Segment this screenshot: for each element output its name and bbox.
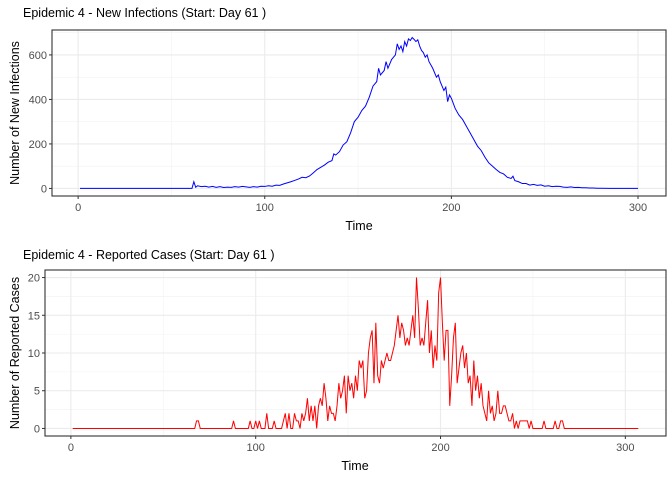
x-axis-label: Time <box>341 459 368 473</box>
y-tick-label: 0 <box>34 423 40 435</box>
chart-title: Epidemic 4 - Reported Cases (Start: Day … <box>23 248 275 262</box>
x-tick-label: 300 <box>616 442 634 454</box>
x-tick-label: 100 <box>256 202 274 214</box>
y-tick-label: 400 <box>29 94 47 106</box>
y-tick-label: 10 <box>28 348 40 360</box>
y-tick-label: 5 <box>34 386 40 398</box>
y-tick-label: 600 <box>29 50 47 62</box>
y-tick-label: 0 <box>41 183 47 195</box>
x-axis-label: Time <box>345 219 372 233</box>
panel-border <box>44 269 667 437</box>
series-line <box>79 36 639 189</box>
gridlines <box>45 270 666 436</box>
gridlines <box>52 30 666 196</box>
y-axis-label: Number of New Infections <box>8 41 22 185</box>
y-tick-label: 200 <box>29 139 47 151</box>
chart-title: Epidemic 4 - New Infections (Start: Day … <box>23 6 266 20</box>
new-infections-chart: Epidemic 4 - New Infections (Start: Day … <box>8 6 667 233</box>
series-line <box>72 277 639 429</box>
x-tick-label: 200 <box>431 442 449 454</box>
reported-cases-chart: Epidemic 4 - Reported Cases (Start: Day … <box>8 248 667 473</box>
x-tick-label: 100 <box>247 442 265 454</box>
panel-border <box>51 29 667 197</box>
y-axis-label: Number of Reported Cases <box>8 277 22 429</box>
y-tick-label: 15 <box>28 310 40 322</box>
y-tick-label: 20 <box>28 273 40 285</box>
x-tick-label: 300 <box>629 202 647 214</box>
x-tick-label: 200 <box>442 202 460 214</box>
x-tick-label: 0 <box>75 202 81 214</box>
x-tick-label: 0 <box>68 442 74 454</box>
